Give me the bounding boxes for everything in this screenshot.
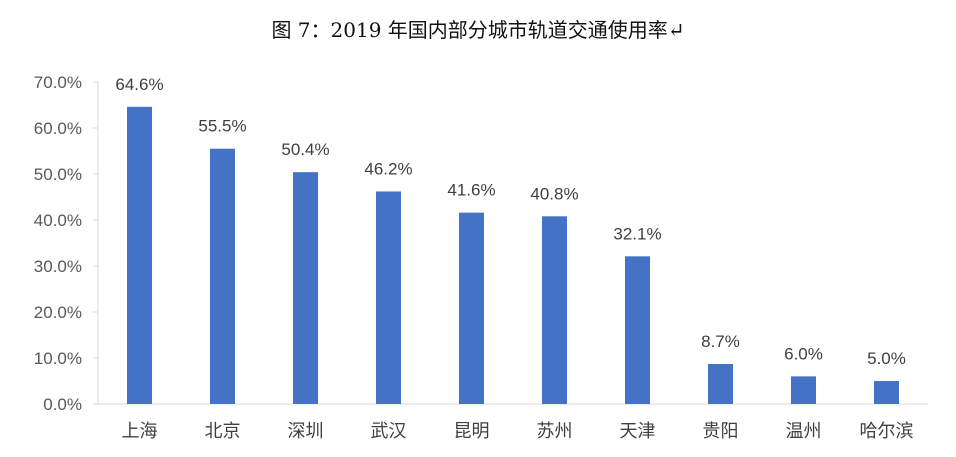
bar <box>376 191 401 404</box>
category-label: 北京 <box>205 421 241 442</box>
data-label: 5.0% <box>867 349 906 368</box>
bar <box>459 212 484 404</box>
category-label: 贵阳 <box>703 421 739 442</box>
bars-group <box>127 106 899 404</box>
data-label: 41.6% <box>447 181 495 200</box>
category-label: 温州 <box>786 421 822 442</box>
category-labels-group: 上海 北京 深圳 武汉 昆明 苏州 天津 贵阳 温州 哈尔滨 <box>122 421 914 442</box>
data-label: 40.8% <box>530 184 578 203</box>
data-label: 32.1% <box>613 224 661 243</box>
category-label: 昆明 <box>454 421 490 442</box>
category-label: 苏州 <box>537 421 573 442</box>
category-label: 深圳 <box>288 421 324 442</box>
y-tick-label: 30.0% <box>34 257 82 276</box>
y-tick-label: 0.0% <box>43 395 82 414</box>
bar <box>210 148 235 404</box>
data-label: 8.7% <box>701 332 740 351</box>
bar <box>293 172 318 404</box>
bar <box>874 381 899 404</box>
y-tick-label: 20.0% <box>34 303 82 322</box>
y-tick-label: 60.0% <box>34 119 82 138</box>
y-axis-ticks: 0.0% 10.0% 20.0% 30.0% 40.0% 50.0% 60.0% 70.0% <box>34 73 98 414</box>
bar <box>791 376 816 404</box>
y-tick-label: 70.0% <box>34 73 82 92</box>
category-label: 哈尔滨 <box>860 421 914 442</box>
data-label: 55.5% <box>198 117 246 136</box>
data-label: 46.2% <box>364 159 412 178</box>
y-tick-label: 10.0% <box>34 349 82 368</box>
bar <box>708 363 733 404</box>
category-label: 武汉 <box>371 421 407 442</box>
bar <box>625 256 650 404</box>
bar <box>542 216 567 404</box>
data-label: 64.6% <box>115 75 163 94</box>
bar <box>127 106 152 404</box>
chart-title: 图 7：2019 年国内部分城市轨道交通使用率↵ <box>271 18 685 42</box>
y-tick-label: 40.0% <box>34 211 82 230</box>
category-label: 上海 <box>122 421 158 442</box>
data-labels-group: 64.6% 55.5% 50.4% 46.2% 41.6% 40.8% 32.1% 8.7% 6… <box>115 75 905 368</box>
data-label: 50.4% <box>281 140 329 159</box>
y-tick-label: 50.0% <box>34 165 82 184</box>
data-label: 6.0% <box>784 344 823 363</box>
category-label: 天津 <box>620 421 656 442</box>
